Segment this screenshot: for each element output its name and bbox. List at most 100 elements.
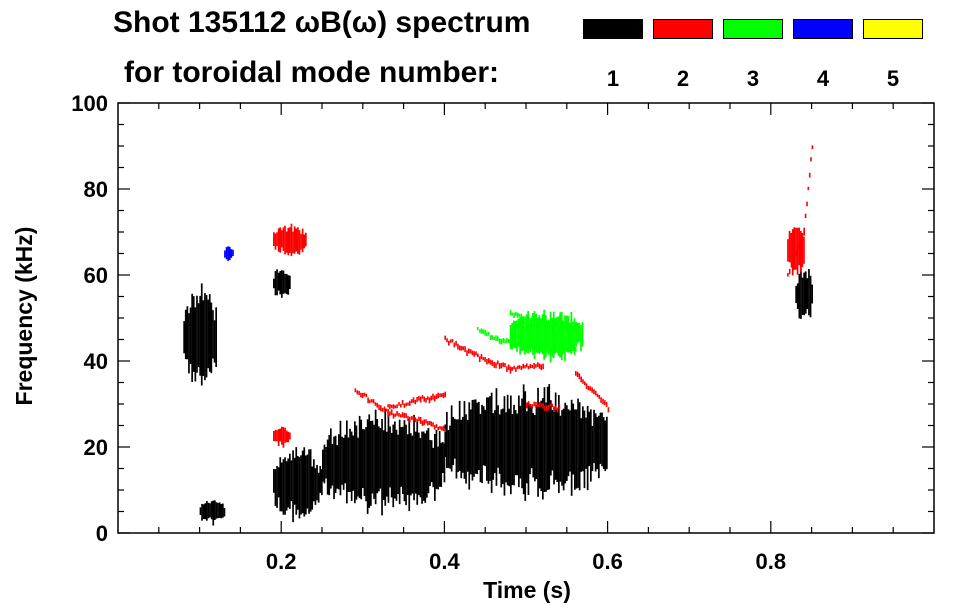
spectral-region-4-streak xyxy=(410,433,412,496)
spectral-region-9-streak xyxy=(801,232,804,268)
mode-track-6-segment xyxy=(480,328,483,334)
spectral-region-5-streak xyxy=(460,419,463,479)
spectral-region-4-streak xyxy=(395,429,398,501)
spectral-region-3-streak xyxy=(281,270,283,298)
mode-track-2-segment xyxy=(449,339,452,343)
mode-track-6-segment xyxy=(538,348,541,352)
mode-track-2-segment xyxy=(487,358,490,364)
mode-track-1-segment xyxy=(437,392,439,399)
spectral-region-4-streak xyxy=(360,419,363,500)
mode-track-6-segment xyxy=(575,347,577,352)
spectral-region-4-streak xyxy=(331,444,334,486)
spectral-region-11-streak xyxy=(232,249,234,256)
spectral-region-9-streak xyxy=(790,233,792,263)
x-tick-label: 0.8 xyxy=(756,549,787,574)
mode-track-1-segment xyxy=(444,391,446,398)
spectral-region-0-streak xyxy=(210,302,213,374)
spectral-region-6-streak xyxy=(809,275,812,318)
spectral-region-10-streak xyxy=(544,315,547,358)
spectral-region-1-streak xyxy=(202,504,205,519)
mode-track-6-segment xyxy=(567,347,570,352)
spectral-region-7-streak xyxy=(300,233,302,250)
spectral-region-5-streak xyxy=(465,414,467,484)
spectral-region-3-streak xyxy=(277,272,280,291)
spectral-region-1-streak xyxy=(218,502,221,518)
spectral-region-7-streak xyxy=(293,226,296,254)
mode-track-2-segment xyxy=(497,360,499,365)
spectral-region-10-streak xyxy=(528,323,531,350)
spectral-region-2-streak xyxy=(277,467,280,498)
spectral-region-5-streak xyxy=(554,392,557,480)
mode-track-6-segment xyxy=(513,343,515,349)
spectral-region-5-streak xyxy=(489,396,491,481)
spectral-region-7-streak xyxy=(292,231,294,254)
spectral-region-11-streak xyxy=(228,246,231,261)
spectral-region-8-streak xyxy=(276,430,278,442)
mode-track-7-segment xyxy=(562,326,564,332)
mode-track-7-segment xyxy=(511,312,514,316)
spectral-region-7-streak xyxy=(301,228,304,253)
spectral-region-1-streak xyxy=(204,503,207,520)
spectral-region-4-streak xyxy=(381,419,383,516)
mode-track-0-segment xyxy=(410,416,413,420)
legend-label-mode-4: 4 xyxy=(816,66,830,91)
spectral-region-9-streak xyxy=(799,230,802,273)
spectral-region-5-streak xyxy=(471,399,474,481)
spectral-region-11-streak xyxy=(224,250,226,258)
spectral-region-5-streak xyxy=(498,414,501,474)
spectral-region-5-streak xyxy=(538,402,541,489)
mode-track-4-segment xyxy=(531,404,533,409)
mode-track-3-segment xyxy=(576,371,579,377)
spectral-region-10-streak xyxy=(535,314,537,353)
mode-track-7-segment xyxy=(522,316,524,320)
mode-track-1-segment xyxy=(439,393,441,398)
spectral-region-0-streak xyxy=(200,283,203,386)
spectral-region-4-streak xyxy=(352,435,355,491)
mode-track-6-segment xyxy=(509,339,512,345)
mode-track-0-segment xyxy=(430,421,432,427)
spectral-region-4-streak xyxy=(338,434,340,490)
spectral-region-4-streak xyxy=(386,431,388,497)
spectral-region-6-streak xyxy=(803,272,805,316)
spectral-region-10-streak xyxy=(516,320,518,352)
mode-track-7-segment xyxy=(555,323,557,327)
spectral-region-10-streak xyxy=(517,318,520,347)
mode-track-5-segment xyxy=(810,157,812,162)
mode-track-1-segment xyxy=(426,396,429,400)
mode-track-7-segment xyxy=(549,322,552,328)
spectral-region-5-streak xyxy=(598,415,600,479)
spectral-region-1-streak xyxy=(212,500,215,526)
mode-track-0-segment xyxy=(381,407,384,412)
mode-track-0-segment xyxy=(439,426,441,430)
spectral-region-5-streak xyxy=(450,405,453,472)
spectral-region-2-streak xyxy=(305,455,307,515)
mode-track-7-segment xyxy=(544,322,546,328)
spectral-region-4-streak xyxy=(328,435,331,496)
y-tick-label: 0 xyxy=(96,521,108,546)
spectral-region-4-streak xyxy=(432,447,435,488)
spectral-region-10-streak xyxy=(554,318,557,354)
mode-track-6-segment xyxy=(545,349,548,354)
spectral-region-5-streak xyxy=(583,410,586,489)
spectral-region-2-streak xyxy=(319,466,322,493)
spectral-region-10-streak xyxy=(551,317,553,357)
mode-track-4-segment xyxy=(553,406,555,412)
spectral-region-5-streak xyxy=(494,410,496,474)
mode-track-0-segment xyxy=(421,420,424,426)
mode-track-0-segment xyxy=(433,425,436,430)
spectral-region-2-streak xyxy=(274,469,277,506)
mode-track-2-segment xyxy=(473,351,475,357)
mode-track-1-segment xyxy=(394,405,397,409)
mode-track-7-segment xyxy=(531,315,533,322)
spectral-region-5-streak xyxy=(526,411,528,484)
spectral-region-5-streak xyxy=(476,402,479,475)
spectral-region-5-streak xyxy=(452,417,455,466)
mode-track-4-segment xyxy=(547,404,550,411)
mode-track-6-segment xyxy=(495,335,497,341)
spectral-region-10-streak xyxy=(522,316,525,351)
spectral-region-4-streak xyxy=(435,429,438,489)
mode-track-4-segment xyxy=(527,401,530,405)
mode-track-1-segment xyxy=(442,392,445,399)
spectral-region-7-streak xyxy=(295,228,298,252)
mode-track-2-segment xyxy=(446,338,448,343)
